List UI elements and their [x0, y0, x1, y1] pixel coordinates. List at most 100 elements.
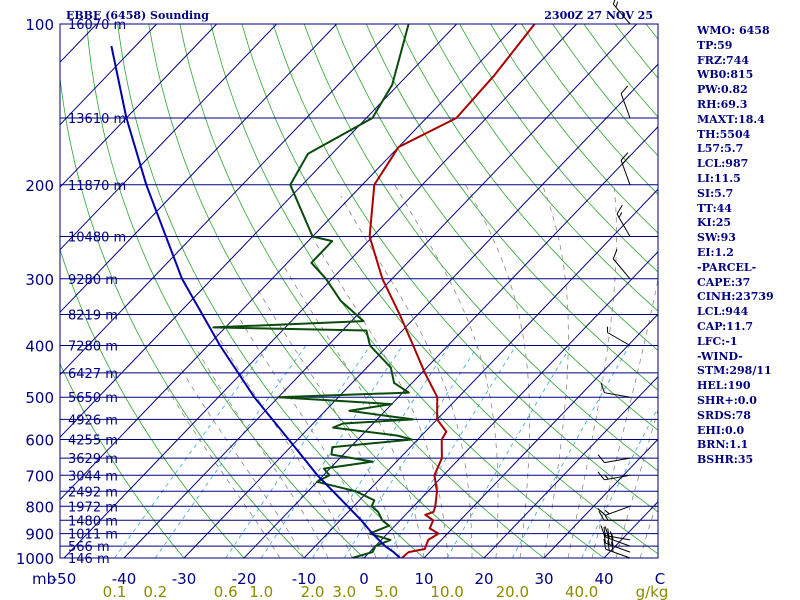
unit-label-mb: mb: [32, 570, 56, 588]
stability-indices-panel: WMO: 6458 TP:59 FRZ:744 WB0:815 PW:0.82 RH:69…: [697, 24, 800, 468]
index-item: SW:93: [697, 231, 736, 245]
height-label: 6427 m: [68, 367, 118, 382]
wind-barb-flag: [597, 454, 605, 463]
wind-barb-flag: [612, 249, 618, 260]
temperature-tick-label: -40: [112, 570, 137, 588]
wind-barb-flag: [616, 204, 623, 215]
wind-barb-flag: [610, 541, 614, 552]
station-title: EBBE (6458) Sounding: [66, 9, 209, 22]
wind-barb-staff: [605, 536, 631, 547]
wind-barb-staff: [620, 160, 631, 185]
mixing-ratio-unit-label: g/kg: [636, 583, 669, 600]
wind-barb: [597, 505, 631, 516]
parcel-trace: [110, 45, 401, 558]
isotherm-line: [60, 24, 158, 126]
wind-barb: [603, 538, 631, 559]
pressure-tick-label: 100: [25, 16, 54, 34]
wind-barb: [598, 511, 630, 521]
wind-barb-staff: [607, 332, 631, 346]
dry-adiabat-line: [60, 362, 185, 558]
index-item: TT:44: [697, 201, 732, 215]
dry-adiabat-line: [272, 24, 658, 513]
moist-adiabat-line: [639, 497, 658, 558]
index-item: SI:5.7: [697, 186, 734, 200]
index-item: PW:0.82: [697, 83, 748, 97]
isotherm-line: [183, 63, 658, 558]
pressure-axis: 100 200 300 400 500 600 700 800 900 1000: [16, 16, 54, 568]
temperature-trace: [368, 24, 536, 558]
wind-barb: [597, 471, 631, 481]
temperature-tick-label: 40: [594, 570, 613, 588]
index-item: RH:69.3: [697, 97, 748, 111]
mixing-ratio-tick-label: 0.1: [103, 583, 127, 600]
wind-barb-half-flag: [609, 531, 613, 537]
pressure-tick-label: 1000: [16, 550, 54, 568]
mixing-ratio-tick-label: 10.0: [430, 583, 463, 600]
height-label: 7280 m: [68, 340, 118, 355]
isotherm-line: [60, 24, 278, 251]
wind-barb-staff: [620, 93, 631, 119]
wind-barb: [600, 382, 631, 398]
wind-barb-staff: [605, 505, 631, 516]
temperature-tick-label: 30: [534, 570, 553, 588]
wind-barb-staff: [604, 474, 631, 481]
height-label: 8219 m: [68, 309, 118, 324]
wind-barb-flag: [597, 471, 605, 481]
index-item: CINH:23739: [697, 290, 774, 304]
index-item: SRDS:78: [697, 408, 751, 422]
isotherm-line: [123, 24, 638, 558]
index-item: L57:5.7: [697, 142, 744, 156]
isotherm-line: [60, 24, 518, 501]
wind-barb: [616, 204, 631, 237]
mixing-ratio-tick-label: 3.0: [332, 583, 356, 600]
wind-barb-staff: [605, 542, 631, 553]
index-item: BSHR:35: [697, 453, 754, 467]
wind-barb-flag: [600, 525, 605, 536]
isotherm-line: [423, 313, 658, 558]
wind-barb-staff: [612, 3, 631, 25]
sounding-traces: [110, 24, 536, 558]
moist-adiabat-line: [542, 184, 569, 558]
wind-barb: [612, 249, 631, 280]
height-label: 10480 m: [68, 230, 126, 245]
wind-barb-flag: [607, 528, 610, 539]
mixing-ratio-tick-label: 5.0: [374, 583, 398, 600]
index-item: HEL:190: [697, 379, 751, 393]
pressure-tick-label: 400: [25, 338, 54, 356]
index-item: LI:11.5: [697, 171, 741, 185]
index-item: LCL:987: [697, 157, 749, 171]
wind-barb-flag: [610, 535, 614, 547]
wind-barb-half-flag: [618, 212, 623, 218]
pressure-tick-label: 200: [25, 177, 54, 195]
temperature-tick-label: -50: [52, 570, 77, 588]
mixing-ratio-tick-label: 20.0: [496, 583, 529, 600]
mixing-ratio-tick-label: 0.6: [214, 583, 238, 600]
index-item: CAP:11.7: [697, 319, 754, 333]
index-item: EI:1.2: [697, 245, 734, 259]
index-item: -WIND-: [697, 349, 743, 363]
wind-barb: [612, 0, 631, 25]
index-item: LCL:944: [697, 305, 749, 319]
temperature-tick-label: 10: [414, 570, 433, 588]
wind-barb: [620, 85, 631, 119]
index-item: EHI:0.0: [697, 423, 745, 437]
pressure-tick-label: 300: [25, 271, 54, 289]
index-item: MAXT:18.4: [697, 112, 765, 126]
moist-adiabat-line: [197, 350, 329, 558]
wind-barb-staff: [605, 548, 631, 559]
height-label: 5650 m: [68, 391, 118, 406]
moist-adiabat-line: [311, 236, 449, 558]
wind-barb-staff: [612, 258, 631, 280]
index-item: TP:59: [697, 38, 733, 52]
wind-barb-flag: [607, 540, 610, 551]
isotherm-line: [543, 438, 658, 558]
dry-adiabat-line: [241, 24, 658, 555]
dry-adiabat-line: [428, 24, 658, 312]
wind-barb-half-flag: [615, 1, 619, 8]
isotherm-line: [60, 24, 458, 438]
temperature-tick-label: -10: [292, 570, 317, 588]
mixing-ratio-tick-label: 0.2: [143, 583, 167, 600]
wind-barb-flag: [612, 0, 618, 5]
wind-barb-staff: [604, 392, 631, 398]
wind-barb-column: [597, 0, 631, 559]
